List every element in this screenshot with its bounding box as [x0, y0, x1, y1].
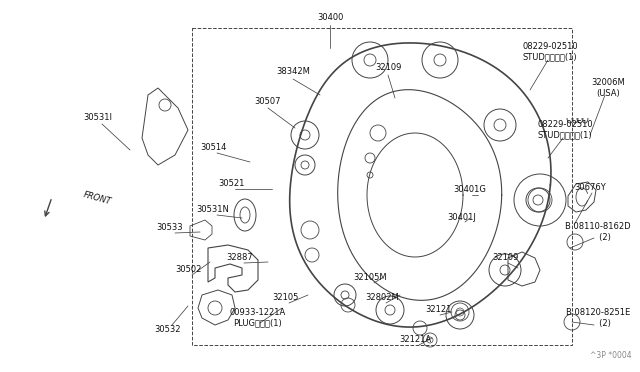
Text: 08229-02510
STUDスタッド(1): 08229-02510 STUDスタッド(1): [522, 42, 578, 62]
Text: B 08120-8251E
     (2): B 08120-8251E (2): [566, 308, 630, 328]
Text: 00933-1221A
PLUGプラグ(1): 00933-1221A PLUGプラグ(1): [230, 308, 286, 328]
Text: 32105: 32105: [272, 294, 298, 302]
Text: 38342M: 38342M: [276, 67, 310, 77]
Text: 30401J: 30401J: [447, 214, 476, 222]
Text: 30533: 30533: [157, 224, 183, 232]
Text: 30676Y: 30676Y: [574, 183, 606, 192]
Text: 30401G: 30401G: [454, 186, 486, 195]
Text: 32121: 32121: [425, 305, 451, 314]
Text: 32802M: 32802M: [365, 294, 399, 302]
Text: 32109: 32109: [375, 64, 401, 73]
Text: 32006M
(USA): 32006M (USA): [591, 78, 625, 98]
Text: B 08110-8162D
     (2): B 08110-8162D (2): [565, 222, 631, 242]
Text: 32121A: 32121A: [399, 336, 431, 344]
Text: 32109: 32109: [492, 253, 518, 263]
Text: 30521: 30521: [218, 179, 244, 187]
Text: 30532: 30532: [155, 326, 181, 334]
Text: 30531N: 30531N: [196, 205, 229, 215]
Text: FRONT: FRONT: [82, 190, 112, 206]
Text: 30507: 30507: [255, 97, 281, 106]
Text: 30502: 30502: [175, 266, 201, 275]
Text: ^3P *0004: ^3P *0004: [590, 351, 632, 360]
Text: 30400: 30400: [317, 13, 343, 22]
Text: 08229-02510
STUDスタッド(1): 08229-02510 STUDスタッド(1): [537, 120, 593, 140]
Text: 30514: 30514: [200, 144, 226, 153]
Bar: [192, 28, 572, 345]
Text: 32105M: 32105M: [353, 273, 387, 282]
Text: 30531I: 30531I: [83, 113, 113, 122]
Text: 32887: 32887: [227, 253, 253, 263]
